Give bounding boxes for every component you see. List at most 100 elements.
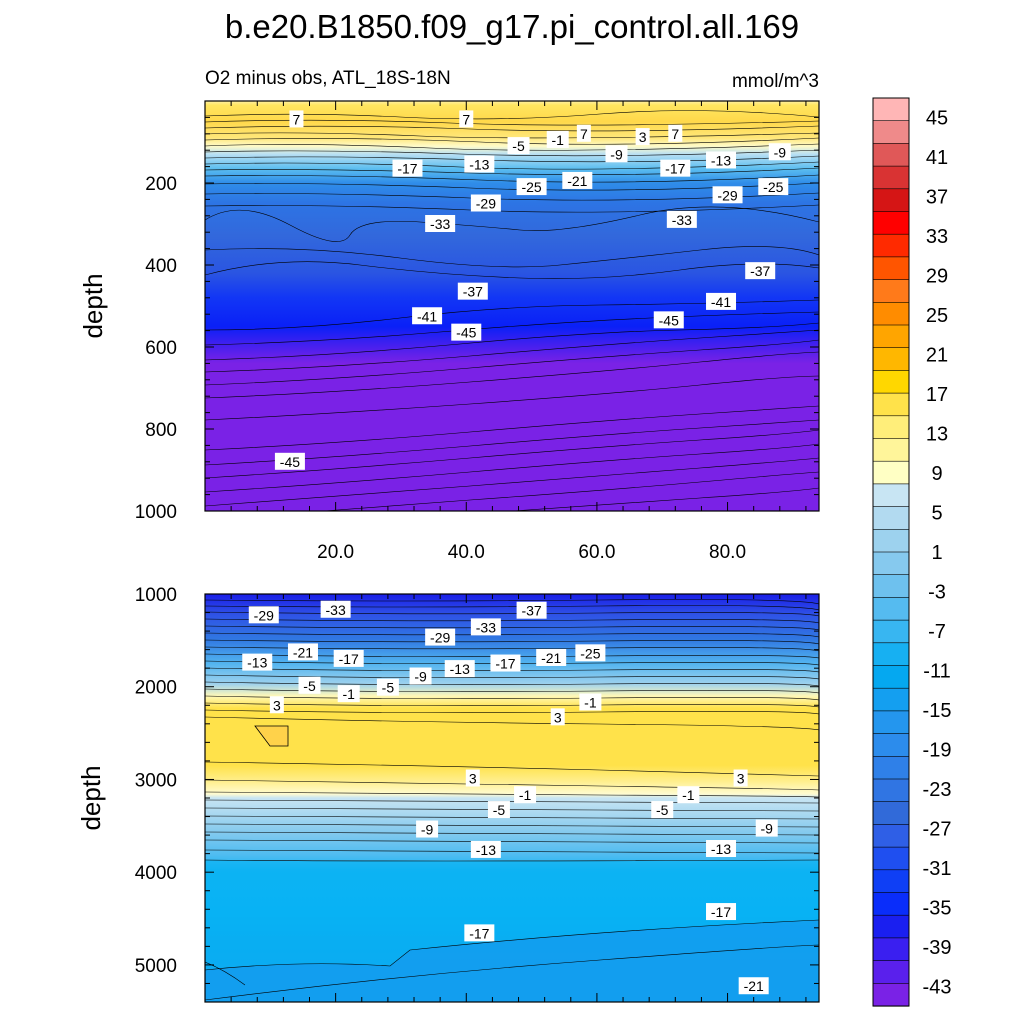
contour-label: -29 <box>425 628 456 646</box>
contour-label: -29 <box>712 186 743 204</box>
x-tick-label: 40.0 <box>448 542 485 563</box>
contour-label-bg <box>605 145 628 163</box>
contour-label-text: -1 <box>584 694 597 710</box>
contour-label-bg <box>298 676 321 694</box>
contour-label: 7 <box>668 124 683 142</box>
contour-label-text: -29 <box>717 187 737 203</box>
contour-label: -37 <box>457 282 488 300</box>
contour-label-bg <box>562 171 593 189</box>
contour-label-text: -9 <box>421 822 434 838</box>
contour-label-bg <box>755 819 778 837</box>
contour-label-text: -17 <box>665 161 685 177</box>
contour-label-bg <box>392 159 423 177</box>
contour-label-bg <box>706 151 737 169</box>
contour-label-text: -25 <box>580 645 600 661</box>
colorbar-label: 41 <box>926 147 948 169</box>
contour-label-text: -25 <box>763 179 783 195</box>
colorbar-label: 1 <box>931 542 942 564</box>
contour-label: -17 <box>706 903 737 921</box>
colorbar-swatch <box>872 188 910 213</box>
contour-label-text: -33 <box>476 619 496 635</box>
contour-label-bg <box>668 124 683 142</box>
colorbar-swatch <box>872 710 910 735</box>
contour-label-bg <box>287 643 318 661</box>
contour-label: -21 <box>536 648 567 666</box>
contour-label-text: -17 <box>397 161 417 177</box>
colorbar-label: -7 <box>928 621 946 643</box>
colorbar-swatch <box>872 165 910 190</box>
colorbar-swatch <box>872 392 910 417</box>
contour-label-text: -9 <box>774 144 787 160</box>
contour-label-bg <box>412 307 443 325</box>
colorbar-swatch <box>872 256 910 281</box>
contour-label: -1 <box>677 786 700 804</box>
contour-label-bg <box>576 124 591 142</box>
contour-label: -45 <box>653 311 684 329</box>
contour-label: -33 <box>425 215 456 232</box>
x-tick-label: 60.0 <box>578 542 615 563</box>
contour-label: -25 <box>758 178 789 196</box>
bottom-y-tick-label: 3000 <box>135 770 177 791</box>
contour-label-text: -41 <box>417 308 437 324</box>
contour-label-bg <box>464 924 495 942</box>
contour-label: -17 <box>660 159 691 177</box>
contour-label: -33 <box>470 618 501 636</box>
contour-label-bg <box>487 801 510 819</box>
contour-label: 7 <box>459 110 474 128</box>
top-panel-frame <box>204 100 820 512</box>
contour-label-bg <box>516 178 547 196</box>
contour-label: 3 <box>269 696 284 714</box>
colorbar-swatch <box>872 120 910 144</box>
contour-label-text: -29 <box>430 630 450 646</box>
contour-label: -17 <box>392 159 423 177</box>
colorbar-label: 25 <box>926 305 948 327</box>
colorbar-swatch <box>872 438 910 462</box>
colorbar-label: -27 <box>923 818 952 840</box>
top-y-tick-label: 200 <box>145 174 177 195</box>
contour-label: -21 <box>562 171 593 189</box>
contour-label-bg <box>712 186 743 204</box>
contour-label-bg <box>416 820 439 838</box>
contour-label-bg <box>677 786 700 804</box>
contour-label-text: -17 <box>495 656 515 672</box>
contour-label: -1 <box>337 685 360 703</box>
contour-label: -9 <box>755 819 778 837</box>
colorbar-swatch <box>872 982 910 1007</box>
contour-label-text: -21 <box>744 978 764 994</box>
contour-label-text: -1 <box>551 132 564 148</box>
contour-label-bg <box>470 194 501 212</box>
contour-label-text: -21 <box>567 173 587 189</box>
colorbar-swatch <box>872 506 910 530</box>
contour-label-bg <box>758 178 789 196</box>
bottom-panel: 1000 2000 3000 4000 5000 -29 -33 -37 -33 -29 -21 -… <box>76 585 820 1003</box>
colorbar-frame <box>872 97 910 1007</box>
contour-label: -9 <box>409 667 432 685</box>
contour-label-text: 7 <box>462 111 470 127</box>
colorbar-swatch <box>872 869 910 894</box>
contour-label-text: -9 <box>761 821 774 837</box>
contour-label-text: -13 <box>450 661 470 677</box>
colorbar-swatch <box>872 551 910 576</box>
top-y-axis-label: depth <box>78 273 108 338</box>
contour-label-bg <box>653 311 684 329</box>
contour-label-text: -37 <box>521 603 541 619</box>
contour-label-bg <box>470 840 501 858</box>
contour-label-text: 3 <box>273 697 281 713</box>
contour-label-bg <box>464 155 495 173</box>
colorbar-swatch <box>872 233 910 258</box>
contour-label-text: -13 <box>711 152 731 168</box>
contour-label-bg <box>425 215 456 232</box>
bottom-contour-labels: -29 -33 -37-33-29-21 -17-13 -21 -25-17-13-9-5… <box>242 600 778 995</box>
contour-label-text: -5 <box>493 802 506 818</box>
contour-label-text: -13 <box>711 841 731 857</box>
contour-label-bg <box>376 678 399 696</box>
colorbar-label: -31 <box>923 858 952 880</box>
contour-label: -13 <box>464 155 495 173</box>
colorbar-label: -39 <box>923 937 952 959</box>
colorbar-swatch <box>872 642 910 667</box>
colorbar-swatch <box>872 778 910 803</box>
contour-label: -41 <box>706 292 737 310</box>
figure-title: b.e20.B1850.f09_g17.pi_control.all.169 <box>225 8 799 45</box>
contour-label: -9 <box>605 145 628 163</box>
colorbar-label: 21 <box>926 345 948 367</box>
